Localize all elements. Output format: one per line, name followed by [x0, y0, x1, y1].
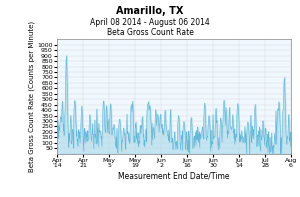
- X-axis label: Measurement End Date/Time: Measurement End Date/Time: [118, 171, 230, 180]
- Text: Beta Gross Count Rate: Beta Gross Count Rate: [106, 28, 194, 37]
- Text: April 08 2014 - August 06 2014: April 08 2014 - August 06 2014: [90, 18, 210, 27]
- Y-axis label: Beta Gross Count Rate (Counts per Minute): Beta Gross Count Rate (Counts per Minute…: [28, 21, 34, 172]
- Text: Amarillo, TX: Amarillo, TX: [116, 6, 184, 16]
